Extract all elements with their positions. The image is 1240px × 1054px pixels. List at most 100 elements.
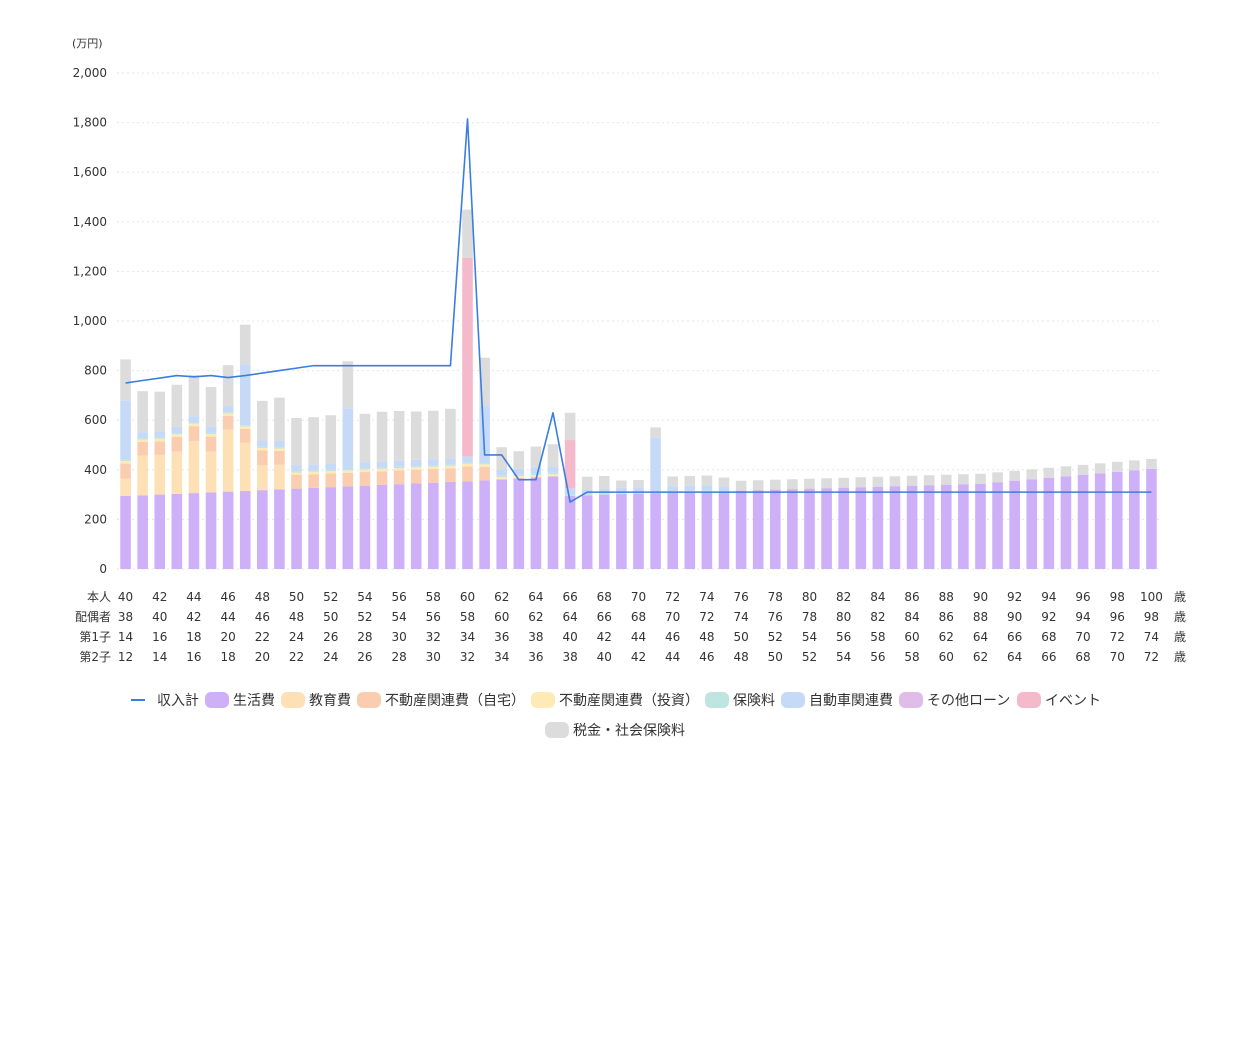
bar-seg-0-27 <box>581 495 593 569</box>
bar-seg-5-10 <box>291 465 302 472</box>
bar-seg-1-7 <box>239 442 251 491</box>
bar-seg-8-59 <box>1129 460 1140 471</box>
bar-seg-2-15 <box>376 471 388 485</box>
bar-seg-4-12 <box>325 469 337 472</box>
legend-item-0-8-label: イベント <box>1045 693 1101 709</box>
age-tick-2-16: 30 <box>391 630 406 644</box>
bar-seg-0-21 <box>479 480 490 569</box>
age-tick-0-6: 46 <box>220 590 235 604</box>
age-tick-0-56: 96 <box>1075 590 1090 604</box>
age-tick-0-16: 56 <box>391 590 406 604</box>
age-tick-0-32: 72 <box>665 590 680 604</box>
bar-seg-4-23 <box>513 474 525 476</box>
age-tick-2-60: 74 <box>1144 630 1159 644</box>
legend-item-0-3-swatch <box>357 692 381 708</box>
bar-seg-5-14 <box>359 462 371 469</box>
bar-seg-0-56 <box>1077 474 1089 569</box>
age-tick-3-44: 56 <box>870 650 885 664</box>
bar-seg-0-4 <box>188 493 200 569</box>
legend-item-0-4-label: 不動産関連費（投資） <box>559 693 699 709</box>
bar-seg-8-29 <box>616 480 627 488</box>
age-tick-1-2: 40 <box>152 610 167 624</box>
bar-seg-4-3 <box>171 433 183 435</box>
age-tick-1-34: 72 <box>699 610 714 624</box>
age-tick-1-24: 62 <box>528 610 543 624</box>
bar-seg-4-34 <box>701 490 713 492</box>
age-tick-0-2: 42 <box>152 590 167 604</box>
bar-seg-0-55 <box>1060 476 1072 569</box>
legend-item-0-6-label: 自動車関連費 <box>809 692 893 709</box>
age-tick-3-58: 70 <box>1110 650 1125 664</box>
bar-seg-8-60 <box>1146 458 1157 469</box>
age-tick-3-34: 46 <box>699 650 714 664</box>
bar-seg-8-33 <box>684 476 696 486</box>
bar-seg-2-16 <box>393 470 405 485</box>
bar-seg-8-32 <box>667 476 678 487</box>
age-tick-1-14: 52 <box>357 610 372 624</box>
bar-seg-0-31 <box>650 493 661 569</box>
bar-seg-8-26 <box>564 412 576 441</box>
bar-seg-8-35 <box>718 477 730 487</box>
bar-seg-2-19 <box>445 468 456 482</box>
age-suffix-0: 歳 <box>1174 590 1186 604</box>
age-tick-2-20: 34 <box>460 630 475 644</box>
age-row-label-3: 第2子 <box>79 650 111 664</box>
legend-item-0-5-label: 保険料 <box>733 693 775 709</box>
bar-seg-0-19 <box>445 481 456 569</box>
y-tick-label-2000: 2,000 <box>73 66 107 80</box>
age-tick-0-34: 74 <box>699 590 714 604</box>
bar-seg-8-57 <box>1094 463 1106 474</box>
age-tick-1-48: 86 <box>939 610 954 624</box>
bar-seg-3-2 <box>154 438 166 442</box>
bar-seg-4-20 <box>462 462 473 464</box>
age-tick-0-24: 64 <box>528 590 543 604</box>
bar-seg-8-1 <box>137 391 148 433</box>
bar-seg-5-26 <box>564 488 576 495</box>
age-tick-2-8: 22 <box>255 630 270 644</box>
bar-seg-8-0 <box>120 359 131 401</box>
bar-seg-0-42 <box>838 487 849 569</box>
age-tick-2-12: 26 <box>323 630 338 644</box>
bar-seg-4-22 <box>496 475 508 477</box>
bar-seg-0-38 <box>769 489 781 569</box>
bar-seg-3-9 <box>274 448 285 451</box>
age-tick-3-54: 66 <box>1041 650 1056 664</box>
age-tick-3-20: 32 <box>460 650 475 664</box>
bar-seg-7-26 <box>564 440 576 489</box>
bar-seg-2-17 <box>410 469 422 484</box>
bar-seg-0-20 <box>462 481 473 569</box>
legend-item-0-0-label: 収入計 <box>157 693 199 709</box>
bar-seg-5-22 <box>496 469 508 476</box>
legend-item-0-6-swatch <box>781 692 805 708</box>
age-tick-1-4: 42 <box>186 610 201 624</box>
bar-seg-3-19 <box>445 465 456 469</box>
bar-seg-8-5 <box>205 386 217 427</box>
age-tick-3-14: 26 <box>357 650 372 664</box>
age-tick-2-10: 24 <box>289 630 304 644</box>
age-tick-3-4: 16 <box>186 650 201 664</box>
bar-seg-5-8 <box>257 440 268 447</box>
age-tick-0-38: 78 <box>768 590 783 604</box>
bar-seg-1-1 <box>137 455 148 496</box>
age-tick-2-52: 66 <box>1007 630 1022 644</box>
bar-seg-8-41 <box>821 478 832 489</box>
bar-seg-0-28 <box>599 494 610 569</box>
bar-seg-5-31 <box>650 437 661 492</box>
bar-seg-8-45 <box>889 476 901 487</box>
age-tick-0-36: 76 <box>733 590 748 604</box>
bar-seg-8-11 <box>308 417 319 465</box>
y-axis-unit: (万円) <box>72 37 103 50</box>
age-tick-0-26: 66 <box>562 590 577 604</box>
bar-seg-2-7 <box>239 428 251 443</box>
bar-seg-0-0 <box>120 495 131 569</box>
bar-seg-0-17 <box>410 483 422 569</box>
age-tick-1-20: 58 <box>460 610 475 624</box>
age-tick-1-44: 82 <box>870 610 885 624</box>
bar-seg-8-28 <box>599 476 610 489</box>
bar-seg-3-6 <box>222 413 234 416</box>
age-tick-2-34: 48 <box>699 630 714 644</box>
bar-seg-2-4 <box>188 426 200 442</box>
age-tick-3-40: 52 <box>802 650 817 664</box>
bar-seg-5-6 <box>222 406 234 413</box>
bar-seg-4-30 <box>633 492 644 494</box>
